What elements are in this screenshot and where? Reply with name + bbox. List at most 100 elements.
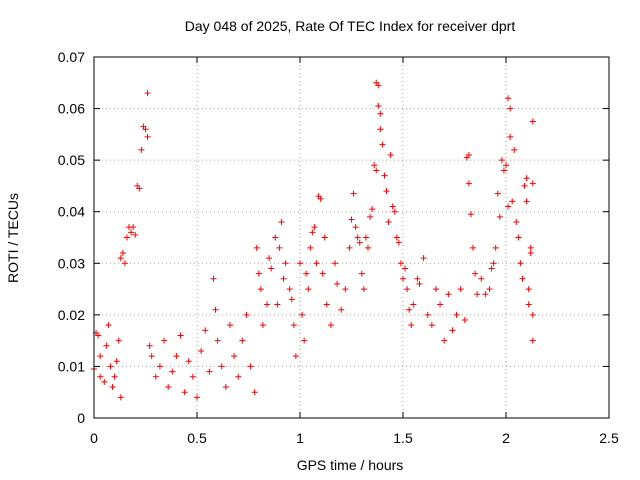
data-point <box>264 301 271 308</box>
data-point <box>449 327 456 334</box>
plot-border <box>93 56 610 419</box>
data-point <box>119 249 126 256</box>
data-point <box>492 244 499 251</box>
y-tick-label: 0.04 <box>58 204 85 220</box>
data-point <box>465 180 472 187</box>
data-point <box>299 311 306 318</box>
data-point <box>268 265 275 272</box>
data-point <box>276 244 283 251</box>
data-point <box>503 162 509 169</box>
data-point <box>397 260 404 267</box>
data-point <box>130 224 137 231</box>
data-point <box>441 337 448 344</box>
data-point <box>472 270 479 277</box>
y-tick-label: 0 <box>77 410 85 426</box>
data-point <box>128 229 135 236</box>
data-point <box>292 353 299 360</box>
data-point <box>239 337 246 344</box>
data-point <box>214 337 221 344</box>
data-point <box>511 146 518 153</box>
data-point <box>402 265 409 272</box>
data-point <box>107 363 114 370</box>
data-point <box>113 358 120 365</box>
data-point <box>319 270 326 277</box>
data-point <box>406 306 413 313</box>
data-point <box>121 260 128 267</box>
data-point <box>202 327 209 334</box>
data-point <box>377 126 384 133</box>
data-point <box>500 167 507 174</box>
data-point <box>432 286 439 293</box>
data-point <box>348 216 355 223</box>
data-point <box>95 332 102 339</box>
data-point <box>323 301 330 308</box>
y-tick-label: 0.05 <box>58 152 85 168</box>
data-point <box>327 322 334 329</box>
data-point <box>488 265 495 272</box>
data-point <box>210 275 217 282</box>
data-point <box>364 244 371 251</box>
data-point <box>385 219 392 226</box>
data-point <box>529 118 536 125</box>
data-point <box>117 394 124 401</box>
data-point <box>117 255 124 262</box>
data-point <box>301 337 308 344</box>
data-point <box>482 291 489 298</box>
data-point <box>198 347 205 354</box>
data-point <box>212 306 219 313</box>
data-point <box>313 260 320 267</box>
data-point <box>457 286 464 293</box>
data-point <box>303 270 310 277</box>
data-point <box>437 301 444 308</box>
data-point <box>377 110 384 117</box>
data-point <box>416 280 423 287</box>
data-point <box>420 255 427 262</box>
data-point <box>486 286 493 293</box>
data-point <box>97 353 104 360</box>
data-point <box>529 337 536 344</box>
data-point <box>408 322 415 329</box>
data-point <box>369 206 376 213</box>
data-point <box>138 146 145 153</box>
data-point <box>428 322 435 329</box>
data-point <box>142 126 149 133</box>
data-point <box>253 244 260 251</box>
data-point <box>255 270 262 277</box>
data-point <box>115 337 122 344</box>
data-point <box>177 332 184 339</box>
data-point <box>317 195 324 202</box>
data-point <box>507 133 514 140</box>
data-point <box>354 234 361 241</box>
data-point <box>161 337 168 344</box>
data-point <box>156 363 163 370</box>
data-point <box>311 224 318 231</box>
data-point <box>101 378 108 385</box>
data-point <box>334 280 341 287</box>
data-point <box>266 255 273 262</box>
data-point <box>523 175 530 182</box>
data-point <box>515 234 522 241</box>
data-point <box>257 286 264 293</box>
chart-title: Day 048 of 2025, Rate Of TEC Index for r… <box>185 18 516 34</box>
data-point <box>478 275 485 282</box>
data-points <box>91 79 536 401</box>
x-axis-label: GPS time / hours <box>297 457 404 473</box>
data-point <box>148 353 155 360</box>
data-point <box>165 384 172 391</box>
data-point <box>278 219 285 226</box>
data-point <box>360 286 367 293</box>
data-point <box>496 213 503 220</box>
data-point <box>105 322 112 329</box>
data-point <box>259 322 266 329</box>
data-point <box>297 260 303 267</box>
data-point <box>521 182 528 189</box>
data-point <box>181 389 188 396</box>
x-tick-label: 2.5 <box>599 430 619 446</box>
data-point <box>465 151 472 158</box>
data-point <box>461 317 468 324</box>
data-point <box>373 167 380 174</box>
data-point <box>410 301 417 308</box>
x-axis-ticks: 0 0.5 1 1.5 2 2.5 <box>90 57 619 446</box>
y-tick-label: 0.03 <box>58 255 85 271</box>
data-point <box>282 260 289 267</box>
